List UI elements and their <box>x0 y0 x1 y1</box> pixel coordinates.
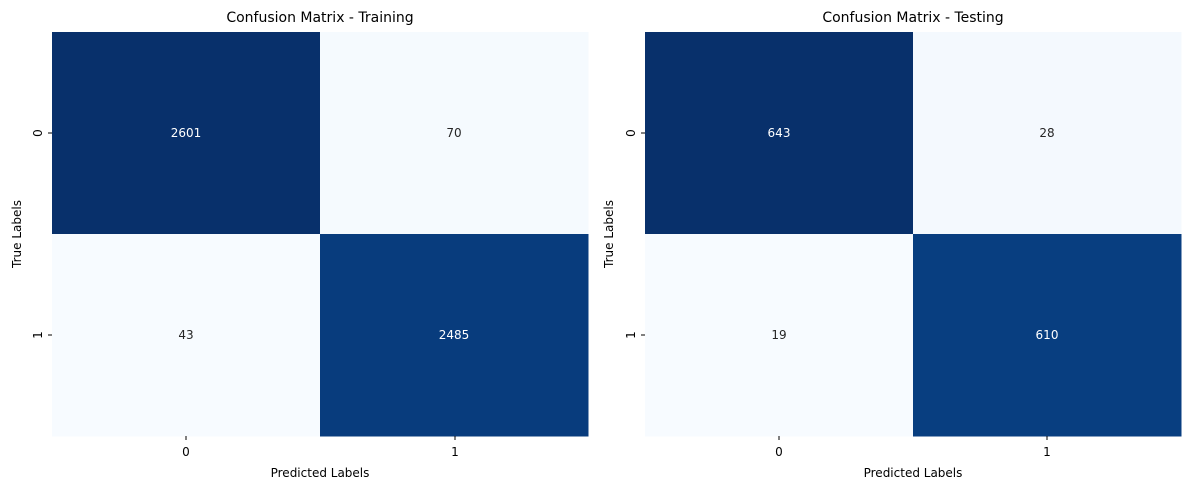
testing-cell-0-0 <box>645 32 914 235</box>
testing-heatmap: 643 28 19 610 <box>645 32 1182 437</box>
testing-y-tick-0: 0 <box>624 129 638 137</box>
testing-title: Confusion Matrix - Testing <box>822 10 1003 26</box>
testing-x-ticks: 0 1 <box>775 436 1051 459</box>
testing-panel: Confusion Matrix - Testing 643 28 19 610 Pr… <box>602 10 1182 480</box>
training-y-tick-0: 0 <box>31 129 45 137</box>
testing-x-axis-label: Predicted Labels <box>864 466 963 480</box>
training-title: Confusion Matrix - Training <box>226 10 413 26</box>
training-heatmap: 2601 70 43 2485 <box>52 32 589 437</box>
testing-y-axis-label: True Labels <box>602 200 616 269</box>
training-y-axis-label: True Labels <box>10 200 24 269</box>
training-cell-0-0 <box>52 32 321 235</box>
testing-cell-value-0-0: 643 <box>768 126 791 140</box>
testing-x-tick-0: 0 <box>775 445 783 459</box>
training-y-ticks: 0 1 <box>31 129 52 339</box>
training-cell-value-0-0: 2601 <box>171 126 202 140</box>
training-x-tick-1: 1 <box>451 445 459 459</box>
training-cell-0-1 <box>320 32 589 235</box>
testing-cell-1-1 <box>913 234 1182 437</box>
testing-x-tick-1: 1 <box>1043 445 1051 459</box>
training-x-tick-0: 0 <box>182 445 190 459</box>
training-cell-value-1-1: 2485 <box>439 328 470 342</box>
training-x-axis-label: Predicted Labels <box>271 466 370 480</box>
training-cell-value-1-0: 43 <box>178 328 193 342</box>
testing-cell-value-1-0: 19 <box>771 328 786 342</box>
training-y-tick-1: 1 <box>31 331 45 339</box>
training-panel: Confusion Matrix - Training 2601 70 43 2485… <box>10 10 589 480</box>
testing-y-tick-1: 1 <box>624 331 638 339</box>
testing-cell-1-0 <box>645 234 914 437</box>
training-cell-1-1 <box>320 234 589 437</box>
training-cell-value-0-1: 70 <box>446 126 461 140</box>
training-x-ticks: 0 1 <box>182 436 459 459</box>
testing-cell-value-1-1: 610 <box>1036 328 1059 342</box>
testing-cell-value-0-1: 28 <box>1039 126 1054 140</box>
testing-y-ticks: 0 1 <box>624 129 645 339</box>
testing-cell-0-1 <box>913 32 1182 235</box>
training-cell-1-0 <box>52 234 321 437</box>
